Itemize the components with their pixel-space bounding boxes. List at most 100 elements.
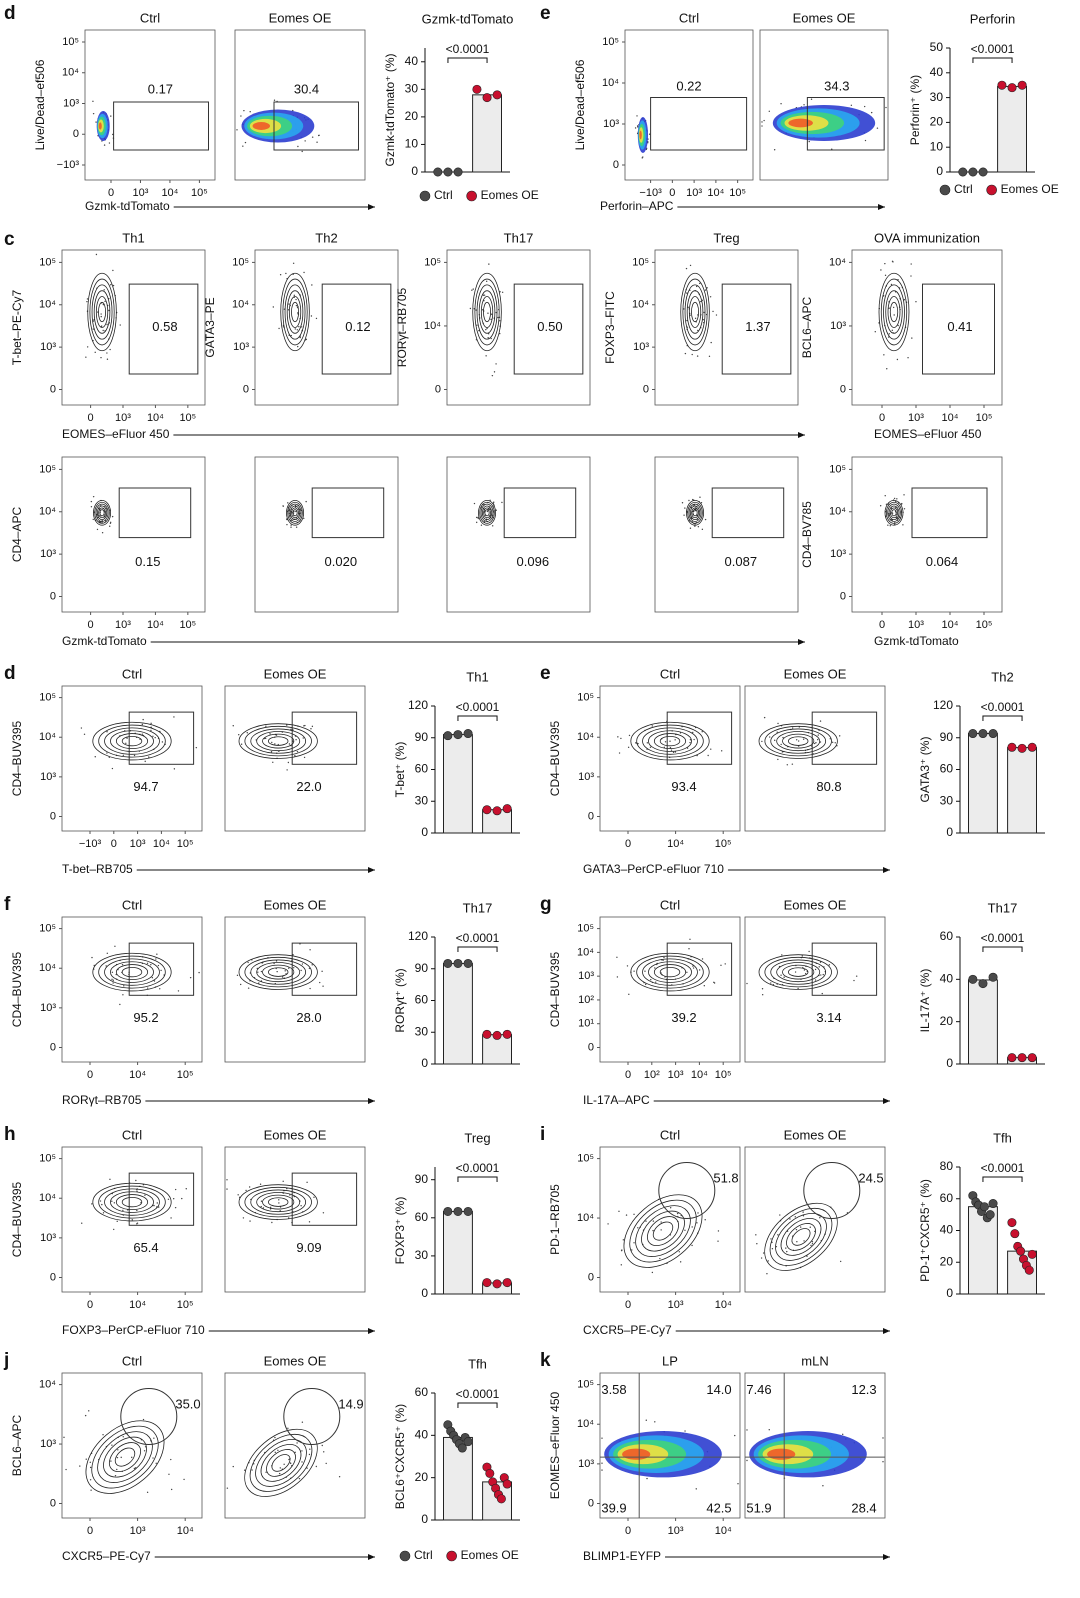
event-dot <box>117 1449 119 1451</box>
event-dot <box>628 734 631 737</box>
gate-value: 80.8 <box>816 779 841 794</box>
contour-line <box>630 721 710 761</box>
event-dot <box>297 145 299 148</box>
legend-swatch <box>446 1550 457 1562</box>
y-tick-label: 10⁵ <box>632 256 649 268</box>
y-tick-label: 10 <box>405 137 419 151</box>
event-dot <box>688 948 690 950</box>
contour-line <box>93 499 112 526</box>
y-tick-label: 10⁴ <box>577 731 594 743</box>
event-dot <box>131 1456 133 1459</box>
y-tick-label: 10⁴ <box>602 77 619 89</box>
density-contour <box>767 1448 796 1460</box>
y-tick-label: 60 <box>940 1191 954 1205</box>
event-dot <box>476 324 478 326</box>
quadrant-value: 12.3 <box>851 1382 876 1397</box>
p-value: <0.0001 <box>981 931 1025 945</box>
event-dot <box>282 505 284 507</box>
y-axis-label: CD4–BUV395 <box>10 1181 24 1257</box>
y-axis-label: FOXP3–FITC <box>603 291 617 364</box>
data-point <box>443 167 453 177</box>
contour-line <box>98 301 107 323</box>
event-dot <box>616 976 619 978</box>
event-dot <box>277 743 279 746</box>
event-dot <box>144 1194 146 1196</box>
event-dot <box>813 742 816 745</box>
event-dot <box>151 977 154 979</box>
event-dot <box>501 501 503 504</box>
event-dot <box>791 763 794 765</box>
flow-plot <box>599 1372 741 1519</box>
contour-line <box>268 736 289 746</box>
contour-line <box>769 1207 833 1266</box>
x-tick-label: 10³ <box>130 838 146 850</box>
contour-line <box>244 1186 312 1218</box>
y-tick-label: 30 <box>415 1024 429 1038</box>
x-axis-label: RORγt–RB705 <box>62 1093 142 1107</box>
y-tick-label: −10³ <box>57 159 80 171</box>
event-dot <box>703 311 705 314</box>
event-dot <box>310 315 313 317</box>
event-dot <box>654 967 656 969</box>
plot-title: Eomes OE <box>784 1127 847 1142</box>
event-dot <box>260 970 263 973</box>
event-dot <box>309 949 311 951</box>
plot-frame <box>234 29 366 181</box>
event-dot <box>278 1202 280 1204</box>
contour-line <box>680 272 710 352</box>
event-dot <box>156 1202 158 1204</box>
p-value: <0.0001 <box>981 700 1025 714</box>
y-tick-label: 0 <box>588 1497 594 1509</box>
event-dot <box>780 743 782 746</box>
event-dot <box>304 140 306 142</box>
gate <box>118 487 192 539</box>
contour-line <box>93 290 111 334</box>
gate <box>811 711 878 765</box>
x-tick-label: 10⁴ <box>707 187 724 199</box>
event-dot <box>300 1205 302 1207</box>
event-dot <box>304 724 306 727</box>
event-dot <box>111 971 114 973</box>
event-dot <box>786 1250 788 1253</box>
event-dot <box>232 725 234 727</box>
event-dot <box>338 1476 341 1478</box>
x-tick-label: 10³ <box>686 187 702 199</box>
plot-title: Eomes OE <box>264 1353 327 1368</box>
event-dot <box>876 127 879 129</box>
data-point <box>502 1278 512 1288</box>
flow-plot <box>61 685 203 832</box>
bar <box>472 94 503 173</box>
contour-line <box>256 731 301 752</box>
data-point <box>1007 742 1017 752</box>
contour-line <box>653 733 687 750</box>
contour-line <box>479 501 495 524</box>
contour-line <box>114 1447 136 1467</box>
event-dot <box>141 733 144 735</box>
data-point <box>485 1468 495 1478</box>
event-dot <box>120 1456 122 1459</box>
contour-line <box>635 1205 691 1257</box>
contour-line <box>788 736 809 746</box>
event-dot <box>670 749 673 751</box>
data-point <box>453 730 463 740</box>
event-dot <box>173 716 175 718</box>
event-dot <box>112 982 114 984</box>
x-tick-label: 0 <box>88 619 94 631</box>
plot-frame <box>61 916 203 1063</box>
event-dot <box>686 292 688 294</box>
significance-bracket <box>457 1176 498 1182</box>
contour-line <box>629 1199 697 1263</box>
contour-line <box>244 725 312 757</box>
significance-bracket <box>457 715 498 721</box>
event-dot <box>910 275 912 277</box>
event-dot <box>761 994 764 996</box>
significance-bracket <box>982 1176 1023 1182</box>
event-dot <box>65 1468 67 1471</box>
y-tick-label: 10⁴ <box>577 1418 594 1430</box>
event-dot <box>669 1207 672 1209</box>
plot-frame <box>851 249 1003 406</box>
plot-frame <box>446 456 591 613</box>
gate <box>911 487 988 539</box>
contour-line <box>268 1197 289 1207</box>
contour-line <box>268 967 289 977</box>
